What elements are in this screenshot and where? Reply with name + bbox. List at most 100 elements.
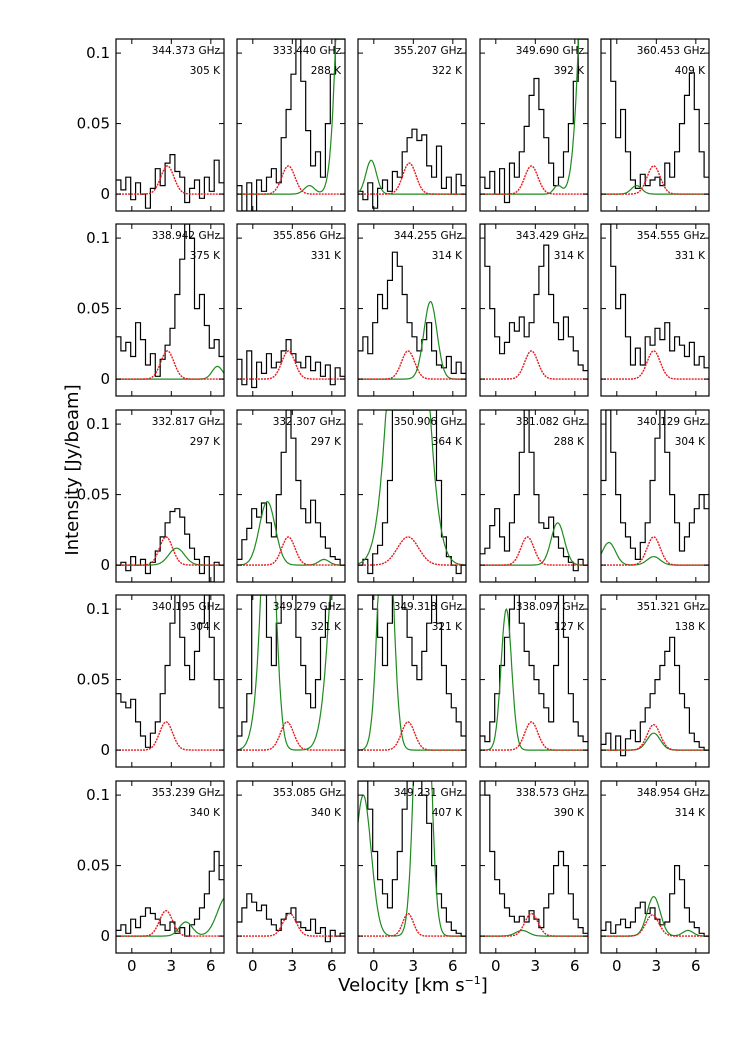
panel-plot-area [358,128,466,209]
panel-5: 360.453 GHz 409 K [600,38,710,212]
panel-frame [479,594,589,768]
x-tick-label: 6 [570,957,580,975]
panel-frequency-label: 332.307 GHz [273,416,342,428]
panel-temperature-label: 321 K [432,621,463,633]
x-tick-label: 6 [448,957,458,975]
panel-frequency-label: 338.942 GHz [152,230,221,242]
y-tick-label: 0 [100,370,110,388]
red-fit-curve [480,536,588,566]
panel-4: 349.690 GHz 392 K [479,38,589,212]
x-tick-label: 6 [327,957,337,975]
green-fit-curve [237,500,345,566]
x-tick-label: 0 [127,957,137,975]
green-fit-curve [601,541,709,566]
panel-plot-area [358,595,466,751]
red-fit-curve [480,350,588,380]
panel-frame [600,780,710,954]
panel-plot-area [116,154,224,209]
green-fit-curve [237,595,345,751]
red-fit-curve [358,912,466,937]
observed-spectrum [601,636,709,757]
panel-16: 0 0.05 0.1 340.195 GHz 304 K [77,594,225,768]
panel-24: 0 3 6 338.573 GHz 390 K [479,780,589,975]
panel-frame [479,223,589,397]
panel-plot-area [358,781,466,937]
x-axis-label-exponent: −1 [465,974,481,987]
panel-frequency-label: 355.856 GHz [273,230,342,242]
panel-frame [479,38,589,212]
panel-18: 349.318 GHz 321 K [357,594,467,768]
green-fit-curve [480,929,588,937]
panel-plot-area [480,595,588,751]
observed-spectrum [116,595,224,748]
observed-spectrum [358,781,466,937]
green-fit-curve [601,895,709,937]
panel-frame [357,223,467,397]
panel-frequency-label: 350.906 GHz [394,416,463,428]
observed-spectrum [116,224,224,377]
panel-frame [115,594,225,768]
y-tick-label: 0.1 [86,229,110,247]
observed-spectrum [480,781,588,934]
panel-plot-area [237,893,345,943]
panel-frame [236,38,346,212]
panel-frame [236,223,346,397]
panel-frequency-label: 349.279 GHz [273,601,342,613]
x-axis-label: Velocity [km s−1] [338,974,488,996]
panel-frequency-label: 353.085 GHz [273,787,342,799]
x-axis-label-main: Velocity [km s [338,975,464,996]
red-fit-curve [601,165,709,195]
panel-plot-area [601,39,709,195]
panel-plot-area [601,224,709,380]
red-fit-curve [601,914,709,937]
panel-temperature-label: 288 K [311,65,342,77]
panel-temperature-label: 297 K [311,436,342,448]
green-fit-curve [601,184,709,195]
panel-frame [479,780,589,954]
y-tick-label: 0 [100,556,110,574]
panel-frequency-label: 360.453 GHz [637,45,706,57]
panel-temperature-label: 304 K [190,621,221,633]
panel-frequency-label: 351.321 GHz [637,601,706,613]
observed-spectrum [601,865,709,937]
panel-temperature-label: 127 K [554,621,585,633]
observed-spectrum [480,595,588,743]
panel-temperature-label: 297 K [190,436,221,448]
panel-temperature-label: 340 K [190,807,221,819]
red-fit-curve [358,721,466,751]
y-tick-label: 0.1 [86,415,110,433]
panel-frequency-label: 348.954 GHz [637,787,706,799]
panel-8: 344.255 GHz 314 K [357,223,467,397]
panel-frame [357,594,467,768]
observed-spectrum [480,39,588,204]
panel-plot-area [116,508,224,582]
x-tick-label: 0 [491,957,501,975]
panel-frequency-label: 349.231 GHz [394,787,463,799]
panel-frame [236,594,346,768]
panel-plot-area [480,781,588,937]
panel-plot-area [601,636,709,757]
observed-spectrum [116,850,224,937]
y-axis-label: Intensity [Jy/beam] [62,384,83,555]
red-fit-curve [480,912,588,937]
green-fit-curve [480,522,588,566]
panel-plot-area [237,595,345,751]
red-fit-curve [601,536,709,566]
panel-plot-area [237,410,345,566]
panel-frequency-label: 332.817 GHz [152,416,221,428]
panel-temperature-label: 322 K [432,65,463,77]
panel-11: 0 0.05 0.1 332.817 GHz 297 K [77,409,225,583]
panel-frame [115,38,225,212]
green-fit-curve [358,595,466,751]
panel-temperature-label: 331 K [675,250,706,262]
panel-frequency-label: 354.555 GHz [637,230,706,242]
panel-temperature-label: 304 K [675,436,706,448]
x-tick-label: 3 [409,957,419,975]
x-tick-label: 6 [206,957,216,975]
panel-plot-area [601,865,709,937]
panel-frequency-label: 338.573 GHz [516,787,585,799]
x-tick-label: 0 [248,957,258,975]
panel-plot-area [480,410,588,572]
panel-frequency-label: 344.373 GHz [152,45,221,57]
